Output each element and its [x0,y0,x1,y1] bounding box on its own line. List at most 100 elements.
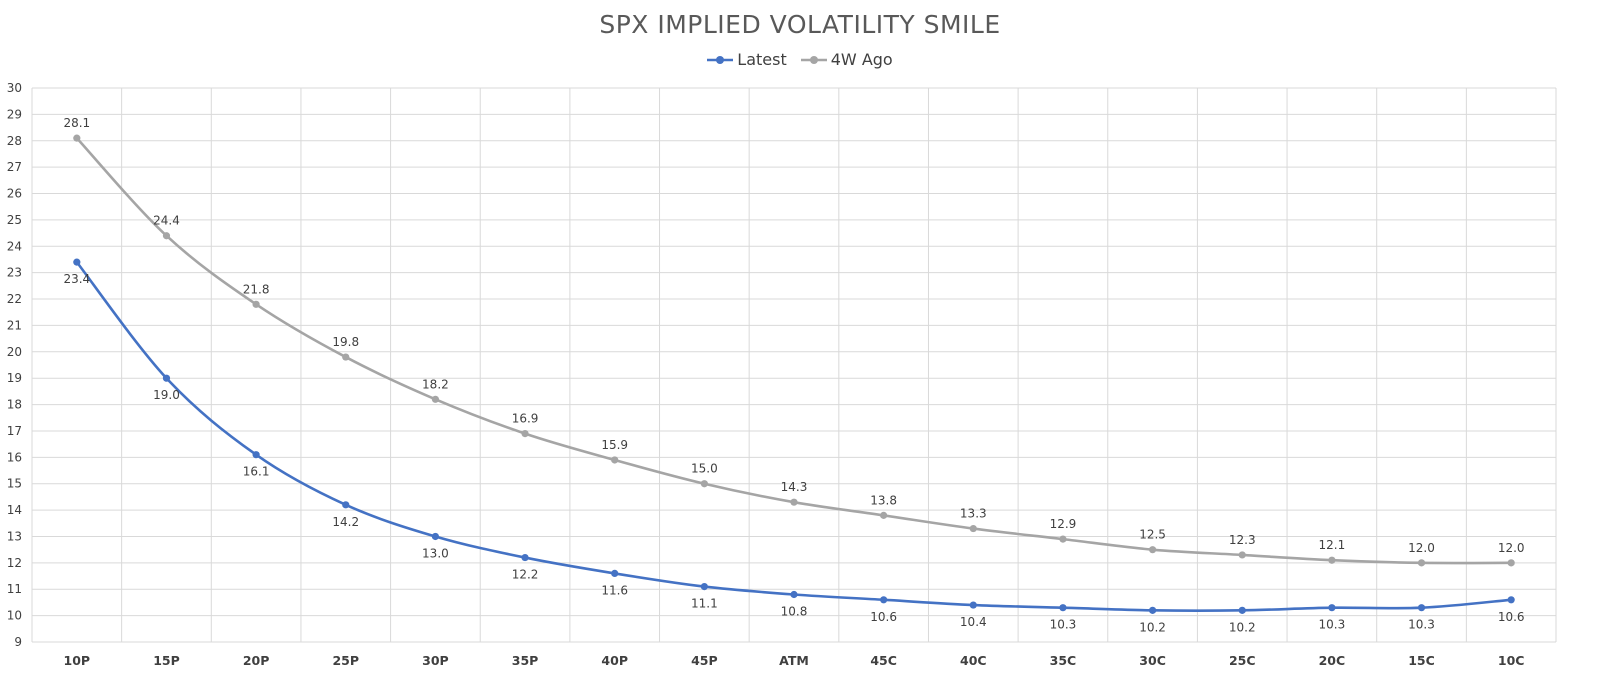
data-point-4w-ago[interactable] [611,456,619,464]
data-label-latest: 14.2 [332,515,359,529]
legend-item-4w-ago[interactable]: 4W Ago [800,50,893,69]
data-label-latest: 10.6 [1498,610,1525,624]
data-point-latest[interactable] [1328,604,1336,612]
data-label-4w-ago: 15.9 [601,438,628,452]
y-tick-label: 10 [7,609,22,623]
data-point-latest[interactable] [611,569,619,578]
x-tick-label: 45C [870,653,897,668]
data-label-4w-ago: 15.0 [691,462,718,476]
data-point-latest[interactable] [1238,606,1246,614]
x-tick-label: ATM [779,653,809,668]
y-tick-label: 11 [7,582,22,596]
series-line-4w-ago [75,137,1512,565]
y-tick-label: 27 [7,160,22,174]
data-point-latest[interactable] [342,501,350,509]
data-point-4w-ago[interactable] [700,480,708,488]
data-point-4w-ago[interactable] [431,395,440,403]
data-point-4w-ago[interactable] [1328,556,1336,564]
legend: Latest 4W Ago [0,50,1600,69]
data-label-latest: 10.4 [960,615,987,629]
data-label-4w-ago: 13.3 [960,507,987,521]
legend-label-4w-ago: 4W Ago [830,50,893,69]
x-tick-label: 35C [1050,653,1077,668]
y-tick-label: 24 [7,239,22,253]
data-label-4w-ago: 12.3 [1229,533,1256,547]
x-tick-label: 15P [153,653,180,668]
data-label-latest: 10.3 [1408,618,1435,632]
data-point-latest[interactable] [880,596,888,604]
x-tick-label: 40C [960,653,987,668]
data-point-latest[interactable] [431,532,440,541]
data-label-latest: 11.1 [691,597,718,611]
data-label-latest: 23.4 [63,272,90,286]
data-label-latest: 10.2 [1229,620,1256,634]
data-label-latest: 10.2 [1139,620,1166,634]
data-label-latest: 11.6 [601,583,628,597]
x-tick-label: 20C [1319,653,1346,668]
x-tick-label: 10C [1498,653,1525,668]
data-point-latest[interactable] [1417,604,1426,612]
data-label-4w-ago: 12.0 [1408,541,1435,555]
data-point-4w-ago[interactable] [342,353,350,361]
y-tick-label: 19 [7,371,22,385]
data-point-4w-ago[interactable] [73,134,81,142]
data-point-4w-ago[interactable] [162,232,171,240]
data-label-4w-ago: 12.9 [1050,517,1077,531]
x-tick-label: 20P [243,653,270,668]
x-tick-label: 10P [64,653,91,668]
data-point-latest[interactable] [1059,604,1067,612]
data-point-4w-ago[interactable] [1417,559,1426,567]
x-tick-label: 25P [332,653,359,668]
x-tick-label: 45P [691,653,718,668]
data-point-latest[interactable] [252,451,260,459]
data-point-latest[interactable] [162,374,171,382]
data-point-4w-ago[interactable] [880,511,888,519]
y-tick-label: 18 [7,398,22,412]
data-point-4w-ago[interactable] [1059,535,1067,543]
y-tick-label: 17 [7,424,22,438]
y-tick-label: 20 [7,345,22,359]
y-tick-label: 16 [7,450,22,464]
data-point-latest[interactable] [969,601,977,609]
y-tick-label: 21 [7,318,22,332]
y-tick-label: 28 [7,134,22,148]
data-point-latest[interactable] [521,553,529,562]
y-tick-label: 22 [7,292,22,306]
data-point-4w-ago[interactable] [521,429,529,438]
data-label-latest: 16.1 [243,465,270,479]
x-tick-label: 35P [512,653,539,668]
data-label-4w-ago: 18.2 [422,377,449,391]
data-label-latest: 12.2 [512,568,539,582]
data-point-4w-ago[interactable] [1238,551,1246,559]
y-tick-label: 26 [7,187,22,201]
chart-title: SPX IMPLIED VOLATILITY SMILE [599,10,1001,39]
data-point-latest[interactable] [1507,596,1515,604]
data-label-4w-ago: 13.8 [870,493,897,507]
data-point-4w-ago[interactable] [790,498,798,506]
data-label-4w-ago: 24.4 [153,214,180,228]
data-point-4w-ago[interactable] [252,300,260,308]
data-label-4w-ago: 19.8 [332,335,359,349]
data-point-latest[interactable] [700,583,708,591]
legend-swatch-4w-ago [800,55,827,64]
data-label-latest: 10.8 [781,605,808,619]
data-label-4w-ago: 28.1 [63,116,90,130]
y-tick-label: 12 [7,556,22,570]
data-label-latest: 10.6 [870,610,897,624]
data-label-latest: 10.3 [1050,618,1077,632]
data-point-4w-ago[interactable] [969,524,977,533]
data-label-4w-ago: 12.5 [1139,528,1166,542]
y-tick-label: 9 [14,635,22,649]
legend-item-latest[interactable]: Latest [707,50,787,69]
x-tick-label: 40P [601,653,628,668]
data-point-latest[interactable] [73,258,81,266]
y-tick-label: 29 [7,107,22,121]
data-point-latest[interactable] [790,590,798,599]
x-tick-label: 15C [1408,653,1435,668]
data-point-4w-ago[interactable] [1507,559,1515,567]
data-label-4w-ago: 16.9 [512,412,539,426]
x-tick-label: 25C [1229,653,1256,668]
data-point-4w-ago[interactable] [1148,546,1157,554]
data-point-latest[interactable] [1148,606,1157,614]
